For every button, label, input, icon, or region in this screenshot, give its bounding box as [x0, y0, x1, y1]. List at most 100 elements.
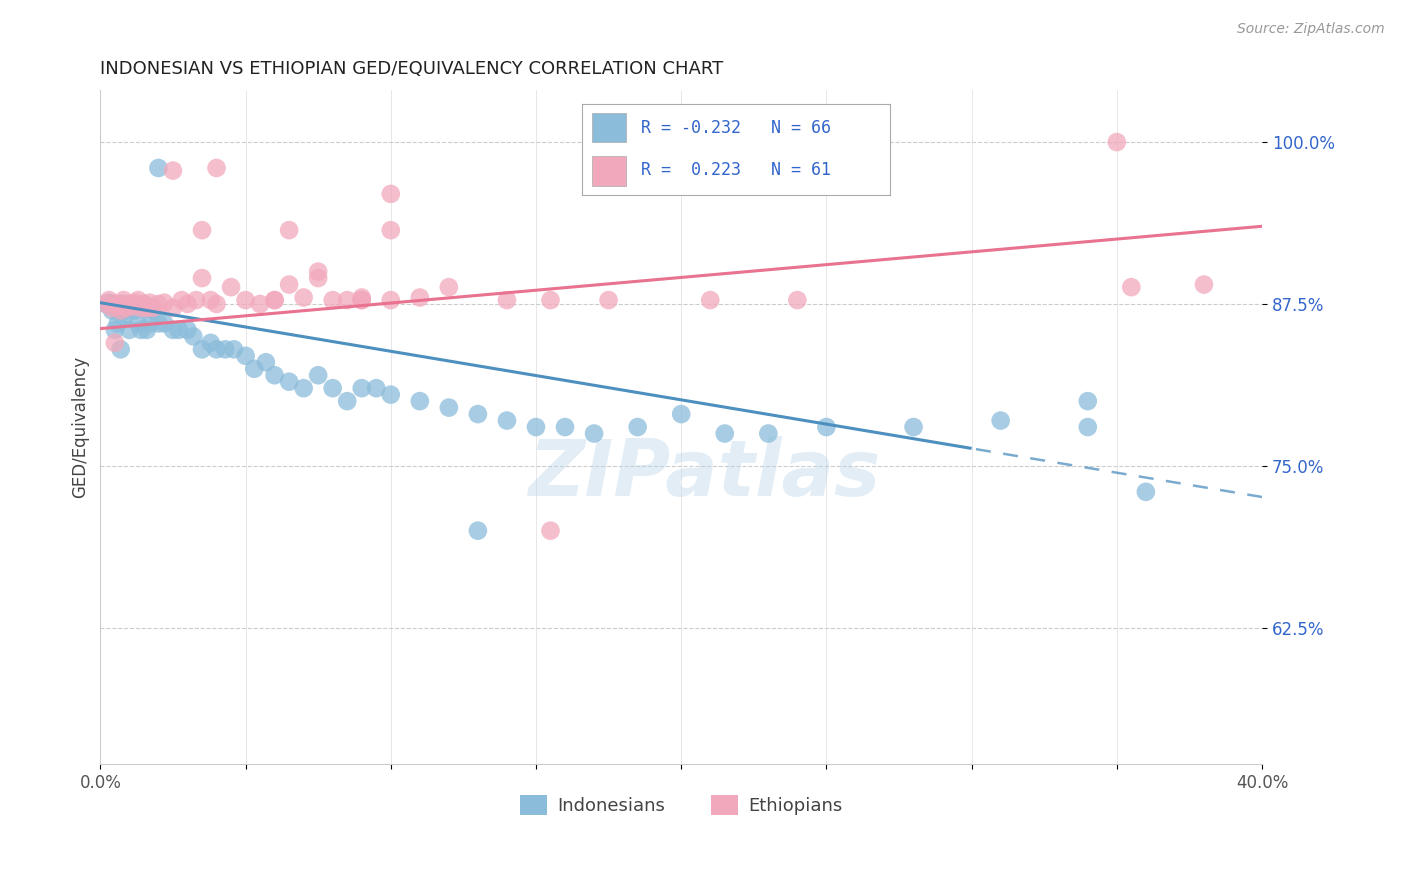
- Point: [235, 349, 257, 363]
- Point: [219, 280, 242, 294]
- Text: INDONESIAN VS ETHIOPIAN GED/EQUIVALENCY CORRELATION CHART: INDONESIAN VS ETHIOPIAN GED/EQUIVALENCY …: [100, 60, 724, 78]
- Point: [191, 343, 214, 357]
- Point: [96, 297, 118, 311]
- Point: [366, 381, 388, 395]
- Point: [243, 361, 266, 376]
- Point: [121, 297, 143, 311]
- Point: [124, 303, 146, 318]
- Point: [112, 310, 135, 324]
- Point: [380, 223, 402, 237]
- Point: [162, 323, 184, 337]
- Point: [786, 293, 808, 307]
- Point: [104, 297, 127, 311]
- Point: [713, 426, 735, 441]
- Point: [148, 161, 170, 175]
- Point: [1135, 484, 1157, 499]
- Point: [127, 293, 149, 307]
- Point: [409, 291, 432, 305]
- Point: [167, 323, 190, 337]
- Point: [249, 297, 271, 311]
- Point: [132, 297, 155, 311]
- Point: [132, 297, 155, 311]
- Point: [1105, 135, 1128, 149]
- Point: [263, 293, 285, 307]
- Point: [101, 303, 124, 318]
- Point: [307, 271, 329, 285]
- Point: [278, 277, 301, 292]
- Point: [98, 295, 121, 310]
- Point: [467, 524, 489, 538]
- Point: [110, 297, 132, 311]
- Point: [135, 323, 157, 337]
- Point: [990, 413, 1012, 427]
- Point: [148, 317, 170, 331]
- Point: [1077, 394, 1099, 409]
- Point: [112, 293, 135, 307]
- Point: [598, 293, 620, 307]
- Point: [176, 323, 198, 337]
- Point: [350, 291, 373, 305]
- Point: [1192, 277, 1215, 292]
- Point: [292, 381, 315, 395]
- Point: [496, 293, 519, 307]
- Point: [104, 323, 127, 337]
- Point: [191, 223, 214, 237]
- Point: [322, 293, 344, 307]
- Point: [104, 297, 127, 311]
- Point: [336, 293, 359, 307]
- Text: ZIPatlas: ZIPatlas: [529, 436, 880, 512]
- Point: [181, 329, 204, 343]
- Point: [112, 297, 135, 311]
- Point: [409, 394, 432, 409]
- Point: [583, 426, 606, 441]
- Point: [107, 300, 129, 314]
- Point: [380, 387, 402, 401]
- Point: [350, 293, 373, 307]
- Point: [815, 420, 838, 434]
- Point: [1121, 280, 1143, 294]
- Point: [115, 301, 138, 315]
- Point: [148, 297, 170, 311]
- Point: [162, 163, 184, 178]
- Point: [278, 223, 301, 237]
- Point: [200, 335, 222, 350]
- Point: [170, 293, 193, 307]
- Point: [129, 301, 152, 315]
- Point: [107, 301, 129, 315]
- Point: [205, 343, 228, 357]
- Point: [205, 161, 228, 175]
- Y-axis label: GED/Equivalency: GED/Equivalency: [72, 356, 89, 498]
- Point: [186, 293, 208, 307]
- Point: [153, 317, 176, 331]
- Point: [496, 413, 519, 427]
- Point: [162, 301, 184, 315]
- Point: [380, 293, 402, 307]
- Point: [138, 295, 160, 310]
- Point: [292, 291, 315, 305]
- Point: [307, 264, 329, 278]
- Point: [350, 381, 373, 395]
- Point: [205, 297, 228, 311]
- Point: [96, 297, 118, 311]
- Point: [115, 303, 138, 318]
- Point: [1077, 420, 1099, 434]
- Point: [278, 375, 301, 389]
- Point: [540, 293, 562, 307]
- Point: [110, 303, 132, 318]
- Legend: Indonesians, Ethiopians: Indonesians, Ethiopians: [512, 788, 851, 822]
- Point: [129, 323, 152, 337]
- Point: [98, 293, 121, 307]
- Text: Source: ZipAtlas.com: Source: ZipAtlas.com: [1237, 22, 1385, 37]
- Point: [669, 407, 692, 421]
- Point: [437, 280, 460, 294]
- Point: [127, 317, 149, 331]
- Point: [756, 426, 779, 441]
- Point: [336, 394, 359, 409]
- Point: [222, 343, 245, 357]
- Point: [380, 186, 402, 201]
- Point: [101, 297, 124, 311]
- Point: [903, 420, 925, 434]
- Point: [350, 293, 373, 307]
- Point: [699, 293, 721, 307]
- Point: [104, 335, 127, 350]
